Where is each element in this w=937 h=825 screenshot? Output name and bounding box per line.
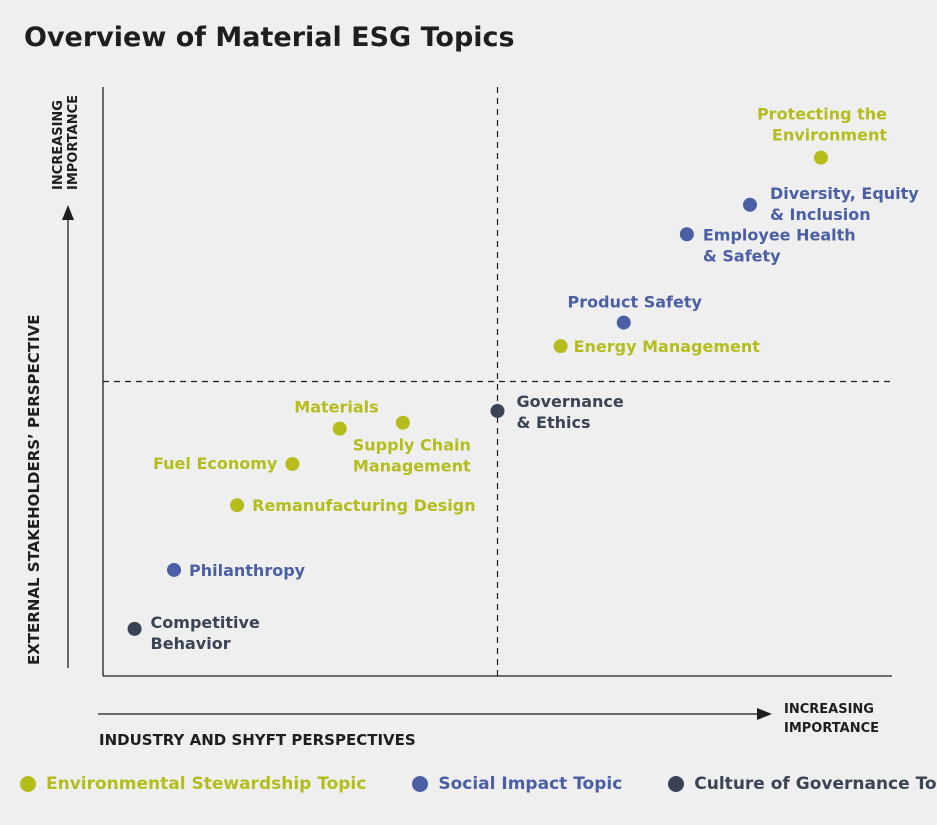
point-marker — [490, 403, 505, 418]
data-point: Fuel Economy — [153, 454, 300, 473]
data-point: Philanthropy — [167, 561, 306, 580]
point-label: Employee Health & Safety — [703, 225, 856, 265]
point-marker — [553, 339, 568, 354]
chart-frame — [62, 87, 892, 720]
data-point: Competitive Behavior — [127, 613, 260, 653]
point-marker — [332, 421, 347, 436]
materiality-chart: INCREASINGIMPORTANCE EXTERNAL STAKEHOLDER… — [25, 87, 919, 749]
point-label: Energy Management — [574, 337, 761, 356]
point-marker — [616, 315, 631, 330]
point-marker — [285, 456, 300, 471]
point-label: Remanufacturing Design — [252, 496, 475, 515]
point-label: Competitive Behavior — [151, 613, 260, 653]
point-marker — [813, 150, 828, 165]
legend-item-social: Social Impact Topic — [412, 774, 622, 794]
y-arrow-head — [62, 205, 74, 220]
data-point: Product Safety — [568, 293, 703, 330]
point-marker — [395, 415, 410, 430]
legend-swatch — [668, 776, 685, 792]
legend-swatch — [412, 776, 429, 792]
point-marker — [167, 562, 182, 577]
data-points: Protecting the Environment Diversity, Equi… — [127, 105, 919, 653]
point-label: Governance & Ethics — [517, 392, 624, 432]
point-label: Materials — [294, 398, 378, 417]
legend: Environmental Stewardship Topic Social Im… — [20, 774, 937, 794]
x-axis-label: INDUSTRY AND SHYFT PERSPECTIVES — [99, 731, 416, 749]
legend-label: Environmental Stewardship Topic — [46, 774, 367, 794]
page-title: Overview of Material ESG Topics — [24, 22, 515, 53]
data-point: Supply Chain Management — [353, 415, 471, 476]
point-label: Supply Chain Management — [353, 436, 471, 476]
y-axis-label: EXTERNAL STAKEHOLDERS’ PERSPECTIVE — [25, 315, 43, 665]
legend-item-environmental: Environmental Stewardship Topic — [20, 774, 366, 794]
point-marker — [230, 498, 245, 513]
point-marker — [127, 621, 142, 636]
legend-label: Culture of Governance Topic — [694, 774, 937, 794]
legend-label: Social Impact Topic — [438, 774, 623, 794]
legend-swatch — [20, 776, 36, 792]
data-point: Remanufacturing Design — [230, 496, 476, 515]
point-marker — [679, 227, 694, 242]
data-point: Diversity, Equity & Inclusion — [742, 184, 919, 224]
point-label: Fuel Economy — [153, 454, 278, 473]
data-point: Employee Health & Safety — [679, 225, 856, 265]
legend-item-governance: Culture of Governance Topic — [668, 774, 937, 794]
x-arrow-head — [757, 708, 772, 720]
data-point: Energy Management — [553, 337, 761, 356]
y-arrow-label: INCREASINGIMPORTANCE — [51, 95, 81, 190]
data-point: Protecting the Environment — [757, 105, 887, 165]
x-arrow-label: INCREASING IMPORTANCE — [784, 702, 879, 736]
data-point: Materials — [294, 398, 379, 436]
point-label: Protecting the Environment — [757, 105, 887, 145]
point-label: Product Safety — [568, 293, 703, 312]
axis-labels: INCREASINGIMPORTANCE EXTERNAL STAKEHOLDER… — [25, 95, 879, 749]
data-point: Governance & Ethics — [490, 392, 624, 432]
point-label: Philanthropy — [189, 561, 306, 580]
point-marker — [742, 197, 757, 212]
point-label: Diversity, Equity & Inclusion — [770, 184, 919, 224]
